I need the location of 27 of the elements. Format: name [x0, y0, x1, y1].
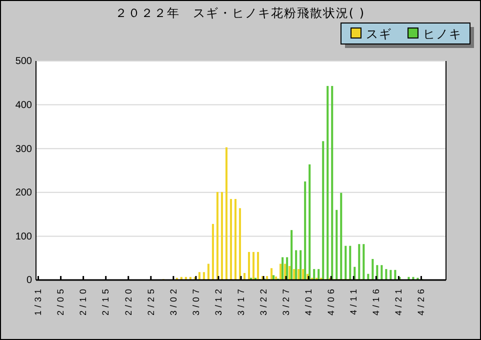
- x-tick-label: 3/17: [236, 286, 246, 316]
- x-tick-label: 2/05: [56, 286, 66, 316]
- x-tick-label: 3/27: [280, 286, 291, 316]
- y-tick-label: 200: [15, 188, 32, 199]
- x-tick-label: 3/12: [213, 286, 224, 316]
- x-tick-label: 4/01: [303, 286, 314, 316]
- x-tick-label: 4/16: [371, 286, 382, 316]
- x-tick-label: 4/11: [348, 286, 359, 315]
- x-tick-label: 2/25: [146, 286, 156, 316]
- y-tick-label: 500: [15, 56, 32, 68]
- legend-label: ヒノキ: [423, 27, 462, 41]
- x-tick-label: 2/15: [100, 286, 111, 316]
- x-tick-label: 4/21: [394, 286, 404, 316]
- x-tick-label: 3/22: [258, 286, 268, 316]
- y-tick-label: 100: [15, 231, 32, 242]
- legend-label: スギ: [366, 27, 392, 41]
- x-tick-label: 2/10: [78, 286, 88, 316]
- x-tick-label: 1/31: [33, 286, 44, 316]
- x-tick-label: 4/26: [416, 286, 426, 316]
- x-tick-label: 4/06: [326, 286, 336, 316]
- y-tick-label: 400: [15, 100, 32, 111]
- x-tick-label: 3/02: [168, 286, 178, 316]
- y-tick-label: 300: [15, 144, 32, 155]
- chart-title: ２０２２年 スギ・ヒノキ花粉飛散状況( ): [114, 6, 366, 20]
- x-tick-label: 2/20: [123, 286, 134, 316]
- x-tick-label: 3/07: [190, 286, 201, 316]
- y-tick-label: 0: [26, 275, 32, 286]
